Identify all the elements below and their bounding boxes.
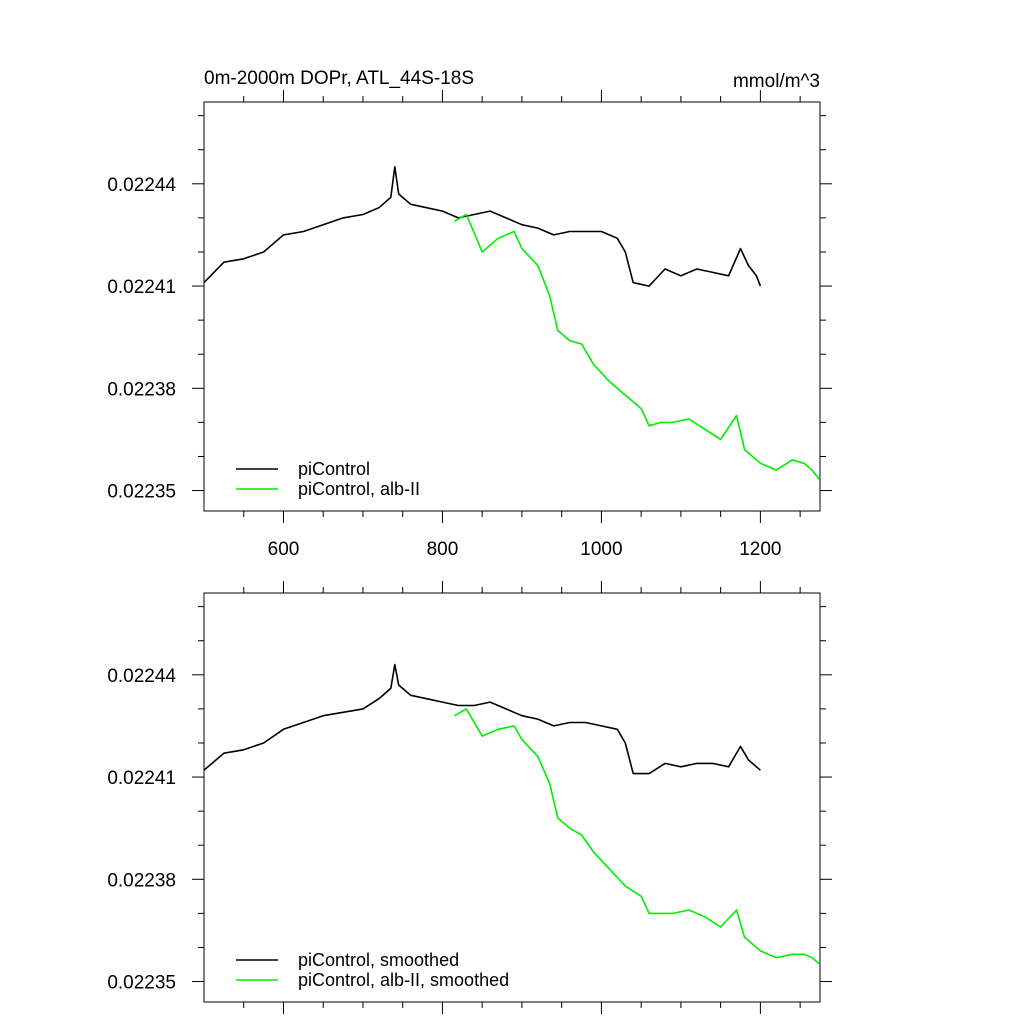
x-tick-label: 1200 <box>739 539 781 560</box>
y-tick-label: 0.02235 <box>107 973 176 994</box>
y-tick-label: 0.02241 <box>107 277 176 298</box>
legend-label: piControl, smoothed <box>298 950 459 970</box>
bottom-panel: 0.02244 0.02241 0.02238 0.02235 piControl, s… <box>107 581 832 1014</box>
legend-label: piControl <box>298 459 370 479</box>
y-tick-label: 0.02244 <box>107 666 176 687</box>
legend-label: piControl, alb-II <box>298 479 420 499</box>
x-tick-label: 800 <box>427 539 459 560</box>
series-line <box>454 708 820 966</box>
series-line <box>204 166 762 287</box>
y-tick-label: 0.02235 <box>107 482 176 503</box>
y-tick-label: 0.02241 <box>107 768 176 789</box>
x-tick-label: 1000 <box>580 539 622 560</box>
legend-label: piControl, alb-II, smoothed <box>298 970 509 990</box>
plot-frame <box>203 592 821 1003</box>
units-label: mmol/m^3 <box>733 71 820 92</box>
plot-frame <box>203 101 821 512</box>
y-tick-label: 0.02244 <box>107 175 176 196</box>
series-line <box>454 213 820 481</box>
chart-title: 0m-2000m DOPr, ATL_44S-18S <box>204 68 474 89</box>
x-tick-label: 600 <box>268 539 300 560</box>
series-line <box>204 663 761 775</box>
top-panel: 600 800 1000 1200 0.02244 0.02241 0.02238 0.022… <box>107 90 832 560</box>
y-tick-label: 0.02238 <box>107 379 176 400</box>
y-tick-label: 0.02238 <box>107 870 176 891</box>
